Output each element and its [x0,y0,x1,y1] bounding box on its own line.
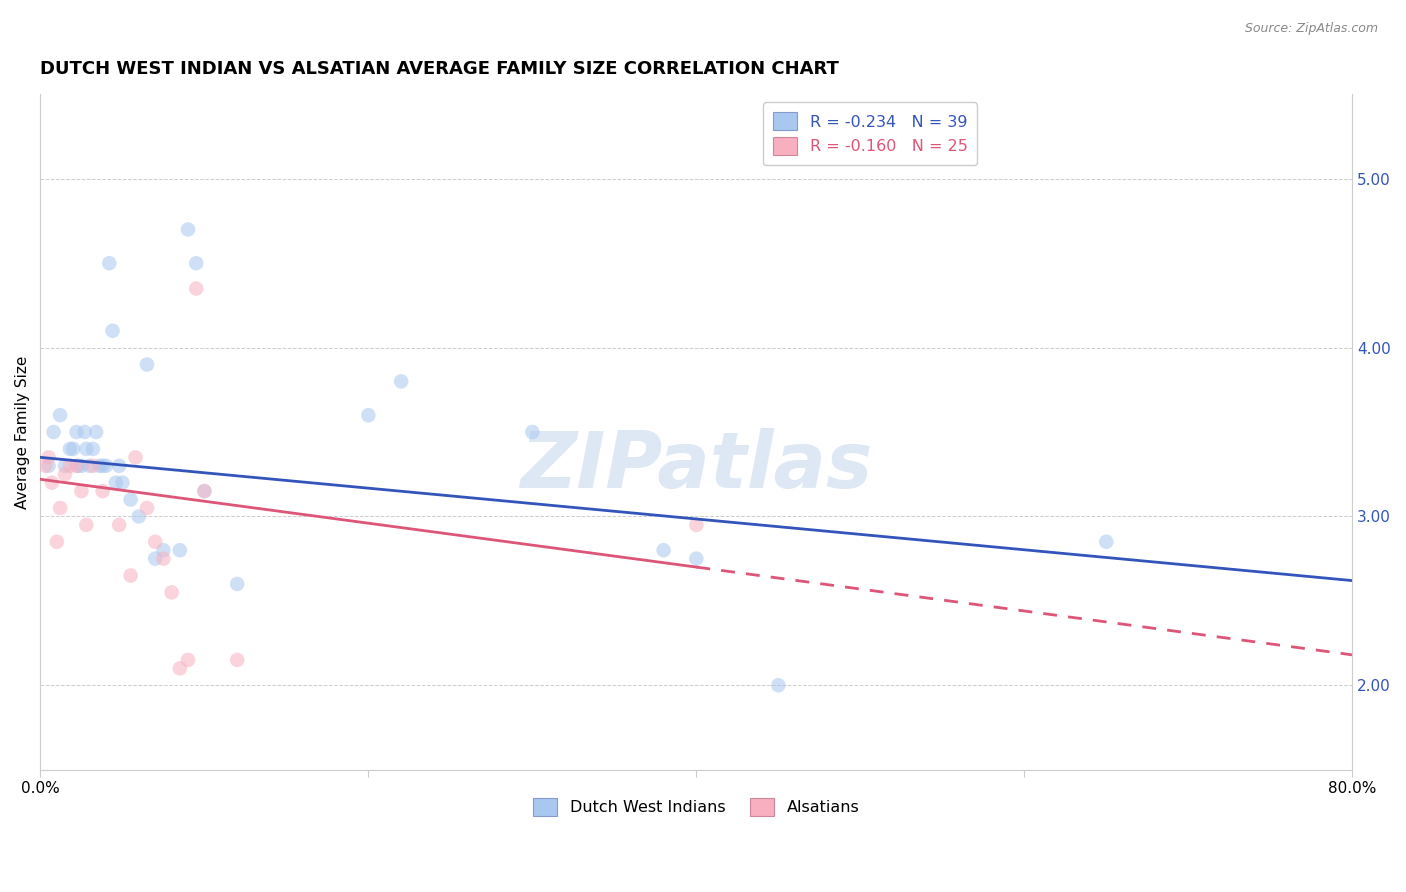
Point [226,577,249,591]
Point [82,442,104,456]
Point [136,358,159,372]
Point [73,425,96,439]
Point [652,543,675,558]
Text: Source: ZipAtlas.com: Source: ZipAtlas.com [1244,22,1378,36]
Point [84,425,107,439]
Point [91,458,114,473]
Point [143,534,166,549]
Point [169,543,191,558]
Point [65,425,87,439]
Point [768,678,790,692]
Point [160,585,183,599]
Point [79,458,101,473]
Point [45,534,67,549]
Point [1095,534,1118,549]
Point [108,458,131,473]
Text: DUTCH WEST INDIAN VS ALSATIAN AVERAGE FAMILY SIZE CORRELATION CHART: DUTCH WEST INDIAN VS ALSATIAN AVERAGE FA… [41,60,839,78]
Point [186,281,208,295]
Point [38,450,60,465]
Point [62,442,84,456]
Point [38,458,60,473]
Point [193,484,215,499]
Point [98,256,121,270]
Point [685,517,707,532]
Point [67,458,90,473]
Point [49,501,72,516]
Point [70,458,93,473]
Point [128,509,150,524]
Point [111,475,134,490]
Point [169,661,191,675]
Point [42,425,65,439]
Point [193,484,215,499]
Point [75,442,97,456]
Point [34,458,56,473]
Point [91,484,114,499]
Point [143,551,166,566]
Point [94,458,117,473]
Point [59,442,82,456]
Point [104,475,127,490]
Point [152,543,174,558]
Point [120,568,142,582]
Point [120,492,142,507]
Point [75,517,97,532]
Text: ZIPatlas: ZIPatlas [520,428,873,504]
Point [357,408,380,422]
Point [89,458,111,473]
Point [136,501,159,516]
Point [152,551,174,566]
Point [101,324,124,338]
Point [177,653,200,667]
Point [186,256,208,270]
Point [226,653,249,667]
Point [108,517,131,532]
Point [70,484,93,499]
Point [124,450,146,465]
Point [685,551,707,566]
Point [59,458,82,473]
Point [65,458,87,473]
Point [389,375,412,389]
Point [53,458,76,473]
Point [177,222,200,236]
Point [49,408,72,422]
Point [522,425,544,439]
Y-axis label: Average Family Size: Average Family Size [15,355,30,508]
Legend: Dutch West Indians, Alsatians: Dutch West Indians, Alsatians [527,791,866,822]
Point [82,458,104,473]
Point [53,467,76,482]
Point [41,475,63,490]
